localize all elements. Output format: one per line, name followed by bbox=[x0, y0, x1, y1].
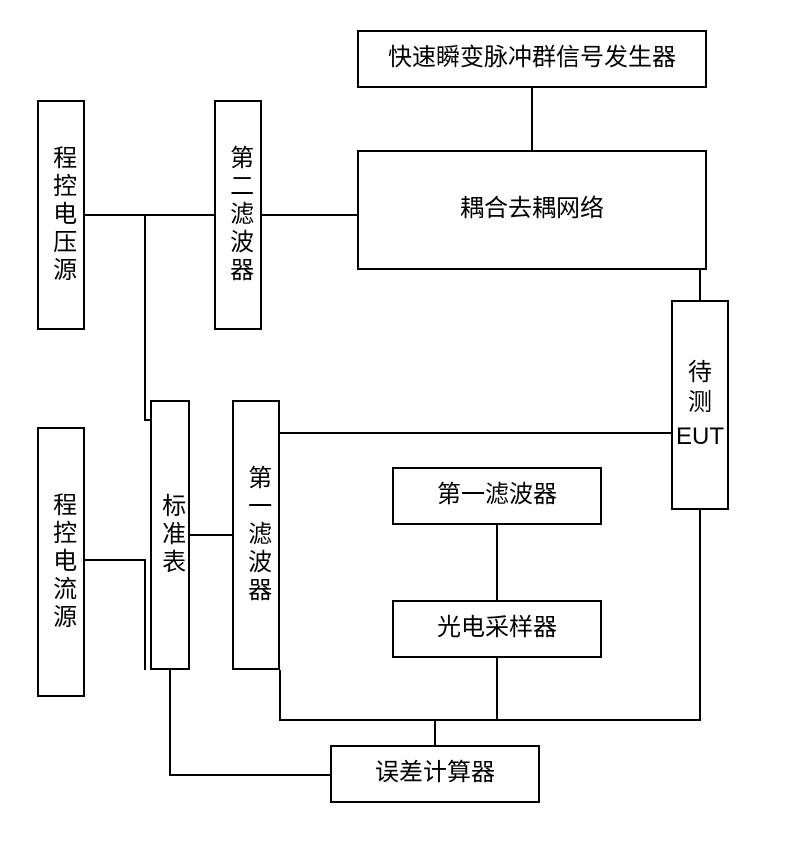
node-coupling-network: 耦合去耦网络 bbox=[357, 150, 707, 270]
label-filter-one-vertical: 第一滤波器 bbox=[240, 465, 271, 605]
label-voltage-source: 程控电压源 bbox=[45, 145, 76, 285]
node-current-source: 程控电流源 bbox=[37, 427, 85, 697]
node-filter-two: 第二滤波器 bbox=[214, 100, 262, 330]
node-signal-generator: 快速瞬变脉冲群信号发生器 bbox=[357, 30, 707, 88]
node-filter-one-horizontal: 第一滤波器 bbox=[392, 467, 602, 525]
label-signal-generator: 快速瞬变脉冲群信号发生器 bbox=[388, 43, 676, 74]
label-eut: 待测EUT bbox=[676, 358, 724, 452]
label-filter-two: 第二滤波器 bbox=[222, 145, 253, 285]
node-error-calculator: 误差计算器 bbox=[330, 745, 540, 803]
node-eut: 待测EUT bbox=[671, 300, 729, 510]
label-photo-sampler: 光电采样器 bbox=[437, 613, 557, 644]
label-standard-meter: 标准表 bbox=[154, 493, 185, 577]
label-filter-one-horizontal: 第一滤波器 bbox=[437, 480, 557, 511]
node-photo-sampler: 光电采样器 bbox=[392, 600, 602, 658]
label-current-source: 程控电流源 bbox=[45, 492, 76, 632]
node-standard-meter: 标准表 bbox=[150, 400, 190, 670]
diagram-canvas: 快速瞬变脉冲群信号发生器 程控电压源 第二滤波器 耦合去耦网络 待测EUT 程控… bbox=[0, 0, 800, 853]
node-voltage-source: 程控电压源 bbox=[37, 100, 85, 330]
node-filter-one-vertical: 第一滤波器 bbox=[232, 400, 280, 670]
label-error-calculator: 误差计算器 bbox=[375, 758, 495, 789]
label-coupling-network: 耦合去耦网络 bbox=[460, 194, 604, 225]
